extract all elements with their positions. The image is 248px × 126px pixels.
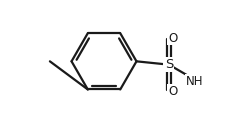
Text: O: O xyxy=(168,85,177,98)
Text: S: S xyxy=(165,58,173,71)
Text: O: O xyxy=(168,32,177,44)
Text: NH: NH xyxy=(186,75,204,88)
